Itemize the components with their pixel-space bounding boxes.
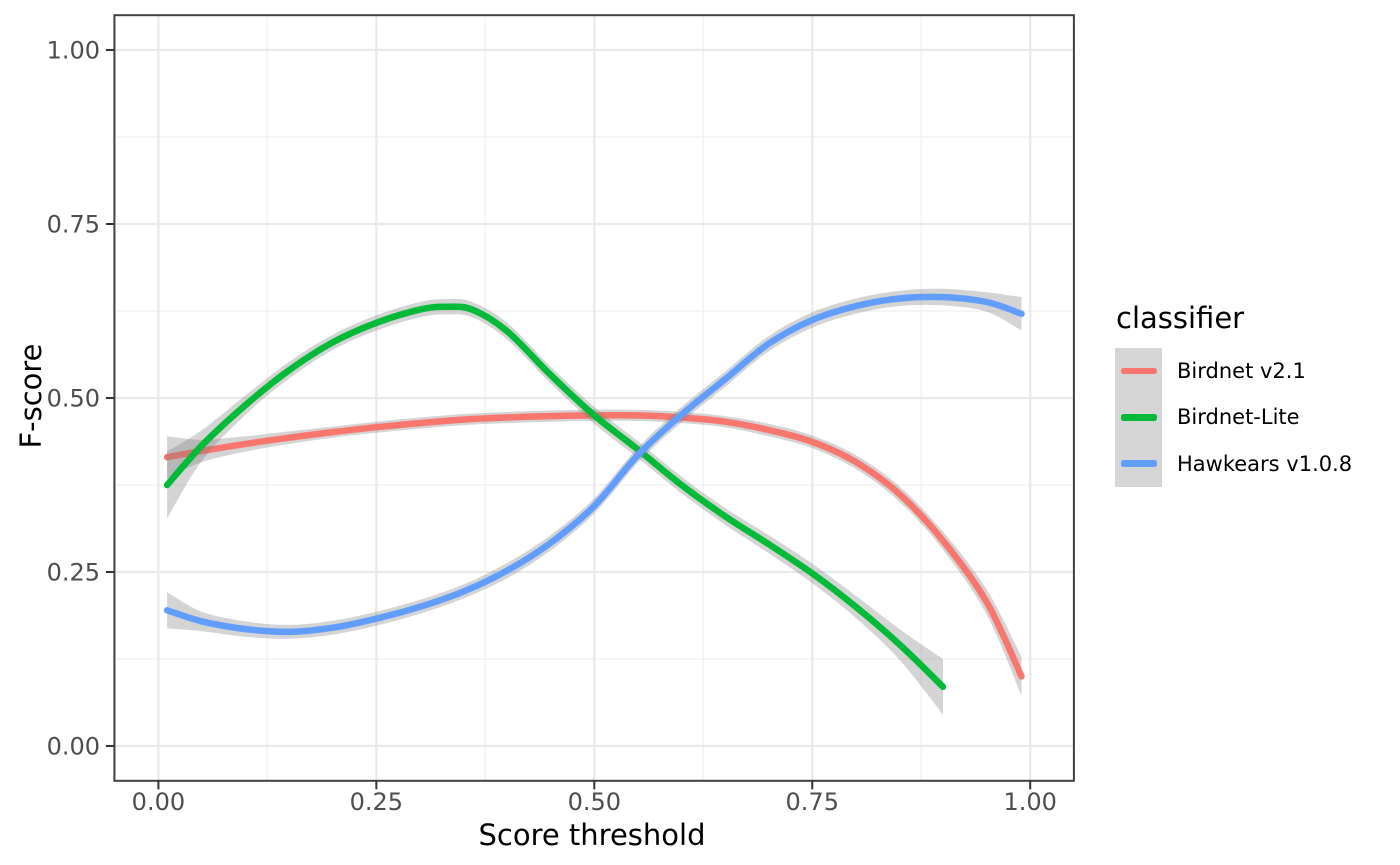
series-line-birdnet-lite bbox=[163, 303, 947, 691]
y-tick-label: 1.00 bbox=[47, 37, 100, 65]
legend-entries: Birdnet v2.1 Birdnet-Lite Hawkears v1.0.8 bbox=[1115, 348, 1352, 487]
legend-entry: Birdnet v2.1 bbox=[1115, 348, 1352, 395]
legend-entry: Birdnet-Lite bbox=[1115, 394, 1352, 441]
ci-ribbon-birdnet-lite bbox=[167, 299, 944, 715]
y-tick-label: 0.75 bbox=[47, 211, 100, 239]
x-tick-label: 0.25 bbox=[350, 788, 403, 816]
legend-key-line-icon bbox=[1120, 367, 1157, 375]
legend-key bbox=[1115, 440, 1162, 487]
series-layer bbox=[163, 288, 1025, 715]
legend-label: Birdnet-Lite bbox=[1177, 405, 1300, 430]
legend-label: Hawkears v1.0.8 bbox=[1177, 451, 1353, 476]
series-line-hawkears-v1-0-8 bbox=[163, 293, 1025, 636]
x-tick-labels: 0.00 0.25 0.50 0.75 1.00 bbox=[132, 788, 1057, 816]
legend-title: classifier bbox=[1116, 301, 1245, 335]
y-tick-label: 0.50 bbox=[47, 385, 100, 413]
x-axis-title: Score threshold bbox=[478, 818, 706, 852]
series-line-birdnet-v2-1 bbox=[163, 411, 1025, 680]
legend-label: Birdnet v2.1 bbox=[1177, 359, 1306, 384]
y-axis-title: F-score bbox=[14, 343, 48, 449]
legend: classifier Birdnet v2.1 Birdnet-Lite Hawke… bbox=[1115, 301, 1352, 487]
legend-key bbox=[1115, 394, 1162, 441]
y-tick-labels: 0.00 0.25 0.50 0.75 1.00 bbox=[47, 37, 100, 761]
legend-entry: Hawkears v1.0.8 bbox=[1115, 440, 1353, 487]
x-tick-label: 0.50 bbox=[568, 788, 621, 816]
y-tick-label: 0.00 bbox=[47, 733, 100, 761]
tick-marks bbox=[105, 49, 1032, 790]
x-tick-label: 0.75 bbox=[786, 788, 839, 816]
y-tick-label: 0.25 bbox=[47, 559, 100, 587]
legend-key bbox=[1115, 348, 1162, 395]
legend-key-line-icon bbox=[1120, 460, 1157, 467]
ci-ribbon-birdnet-v2-1 bbox=[167, 409, 1022, 696]
x-tick-label: 0.00 bbox=[132, 788, 185, 816]
x-tick-label: 1.00 bbox=[1003, 788, 1056, 816]
major-gridlines bbox=[114, 15, 1074, 781]
legend-key-line-icon bbox=[1120, 414, 1157, 421]
